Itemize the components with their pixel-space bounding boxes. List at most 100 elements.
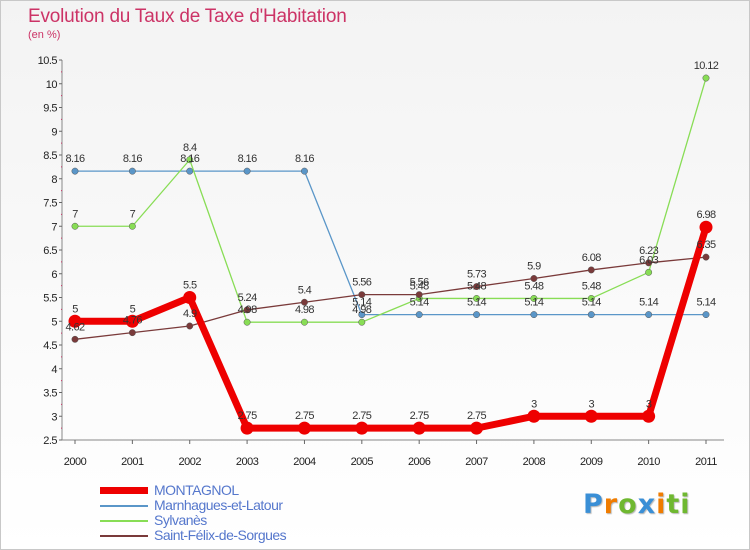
x-tick-label: 2002	[178, 456, 201, 468]
legend-label: Marnhagues-et-Latour	[154, 497, 283, 513]
x-tick-label: 2009	[580, 456, 603, 468]
data-point	[183, 291, 197, 304]
data-point	[584, 409, 598, 423]
y-tick-label: 10	[46, 79, 58, 91]
y-tick-label: 8.5	[43, 150, 57, 162]
y-tick-label: 4.5	[43, 340, 57, 352]
data-label: 2.75	[467, 410, 486, 422]
y-tick-label: 8	[51, 174, 57, 186]
data-label: 7	[130, 208, 136, 220]
legend-label: MONTAGNOL	[154, 482, 239, 498]
data-label: 5.14	[582, 297, 601, 309]
data-point	[645, 268, 653, 276]
data-label: 4.9	[183, 308, 197, 320]
data-point	[587, 295, 595, 302]
data-label: 2.75	[238, 410, 257, 422]
data-point	[243, 318, 251, 326]
data-label: 8.16	[180, 153, 199, 165]
x-tick-label: 2011	[695, 456, 717, 468]
data-point	[128, 222, 136, 230]
legend-label: Saint-Félix-de-Sorgues	[154, 527, 287, 543]
data-label: 8.16	[65, 153, 84, 165]
data-point	[128, 167, 136, 175]
data-point	[702, 253, 710, 261]
data-label: 4.98	[238, 304, 257, 316]
y-tick-label: 6	[51, 269, 57, 281]
y-tick-label: 6.5	[43, 245, 57, 257]
data-label: 7	[72, 208, 78, 220]
data-label: 3	[531, 398, 537, 410]
data-label: 8.16	[123, 153, 142, 165]
data-point	[243, 167, 251, 175]
y-tick-label: 3	[51, 411, 57, 423]
data-point	[412, 421, 426, 435]
legend-item: Sylvanès	[100, 513, 286, 528]
series-line	[74, 77, 707, 323]
data-point	[415, 311, 423, 319]
data-label: 8.4	[183, 142, 197, 154]
x-tick-label: 2005	[351, 456, 374, 468]
x-tick-label: 2006	[408, 456, 431, 468]
data-label: 5.14	[524, 297, 543, 309]
data-point	[71, 167, 79, 175]
data-point	[240, 421, 254, 435]
data-label: 6.35	[696, 239, 715, 251]
chart-title: Evolution du Taux de Taxe d'Habitation	[28, 6, 347, 27]
data-label: 5	[130, 303, 136, 315]
y-tick-label: 10.5	[38, 55, 58, 67]
data-label: 2.75	[295, 410, 314, 422]
data-point	[530, 275, 538, 282]
x-tick-label: 2007	[465, 456, 488, 468]
data-point	[358, 311, 366, 319]
data-point	[301, 167, 308, 175]
chart-subtitle: (en %)	[28, 29, 61, 41]
data-point	[530, 295, 538, 302]
data-point	[186, 167, 194, 175]
data-label: 5.5	[183, 280, 197, 292]
data-point	[297, 421, 311, 435]
data-label: 10.12	[694, 60, 719, 72]
data-point	[530, 311, 538, 319]
series-line	[74, 256, 707, 340]
data-point	[415, 291, 423, 299]
data-point	[473, 295, 480, 302]
data-point	[186, 156, 194, 164]
data-label: 6.03	[639, 254, 658, 266]
data-point	[125, 314, 139, 328]
legend-item: MONTAGNOL	[100, 483, 286, 498]
x-tick-label: 2008	[523, 456, 546, 468]
data-point	[186, 322, 194, 330]
data-point	[645, 311, 653, 319]
y-tick-label: 5	[51, 316, 57, 328]
x-tick-label: 2000	[64, 456, 87, 468]
data-label: 5.48	[467, 280, 486, 292]
x-tick-label: 2010	[637, 456, 660, 468]
data-label: 3	[589, 398, 595, 410]
legend-swatch	[100, 534, 148, 537]
y-tick-label: 7.5	[43, 198, 57, 210]
data-label: 5.48	[410, 280, 429, 292]
data-label: 2.75	[352, 410, 371, 422]
data-label: 4.98	[352, 304, 371, 316]
x-tick-label: 2003	[236, 456, 259, 468]
data-point	[702, 74, 710, 82]
data-point	[473, 283, 480, 291]
data-label: 5.14	[467, 297, 486, 309]
y-tick-label: 4	[51, 364, 57, 376]
data-label: 5.14	[696, 297, 715, 309]
y-tick-label: 7	[51, 221, 57, 233]
legend-item: Saint-Félix-de-Sorgues	[100, 527, 287, 543]
data-point	[473, 311, 480, 319]
data-label: 4.62	[65, 321, 84, 333]
data-label: 3	[646, 398, 652, 410]
data-point	[642, 409, 656, 423]
data-point	[243, 306, 251, 314]
data-label: 5.14	[352, 297, 371, 309]
proxiti-logo: Proxiti	[583, 489, 691, 520]
data-label: 5	[72, 303, 78, 315]
y-tick-label: 5.5	[43, 293, 57, 305]
legend-swatch	[100, 504, 148, 507]
legend-item: Marnhagues-et-Latour	[100, 498, 286, 513]
